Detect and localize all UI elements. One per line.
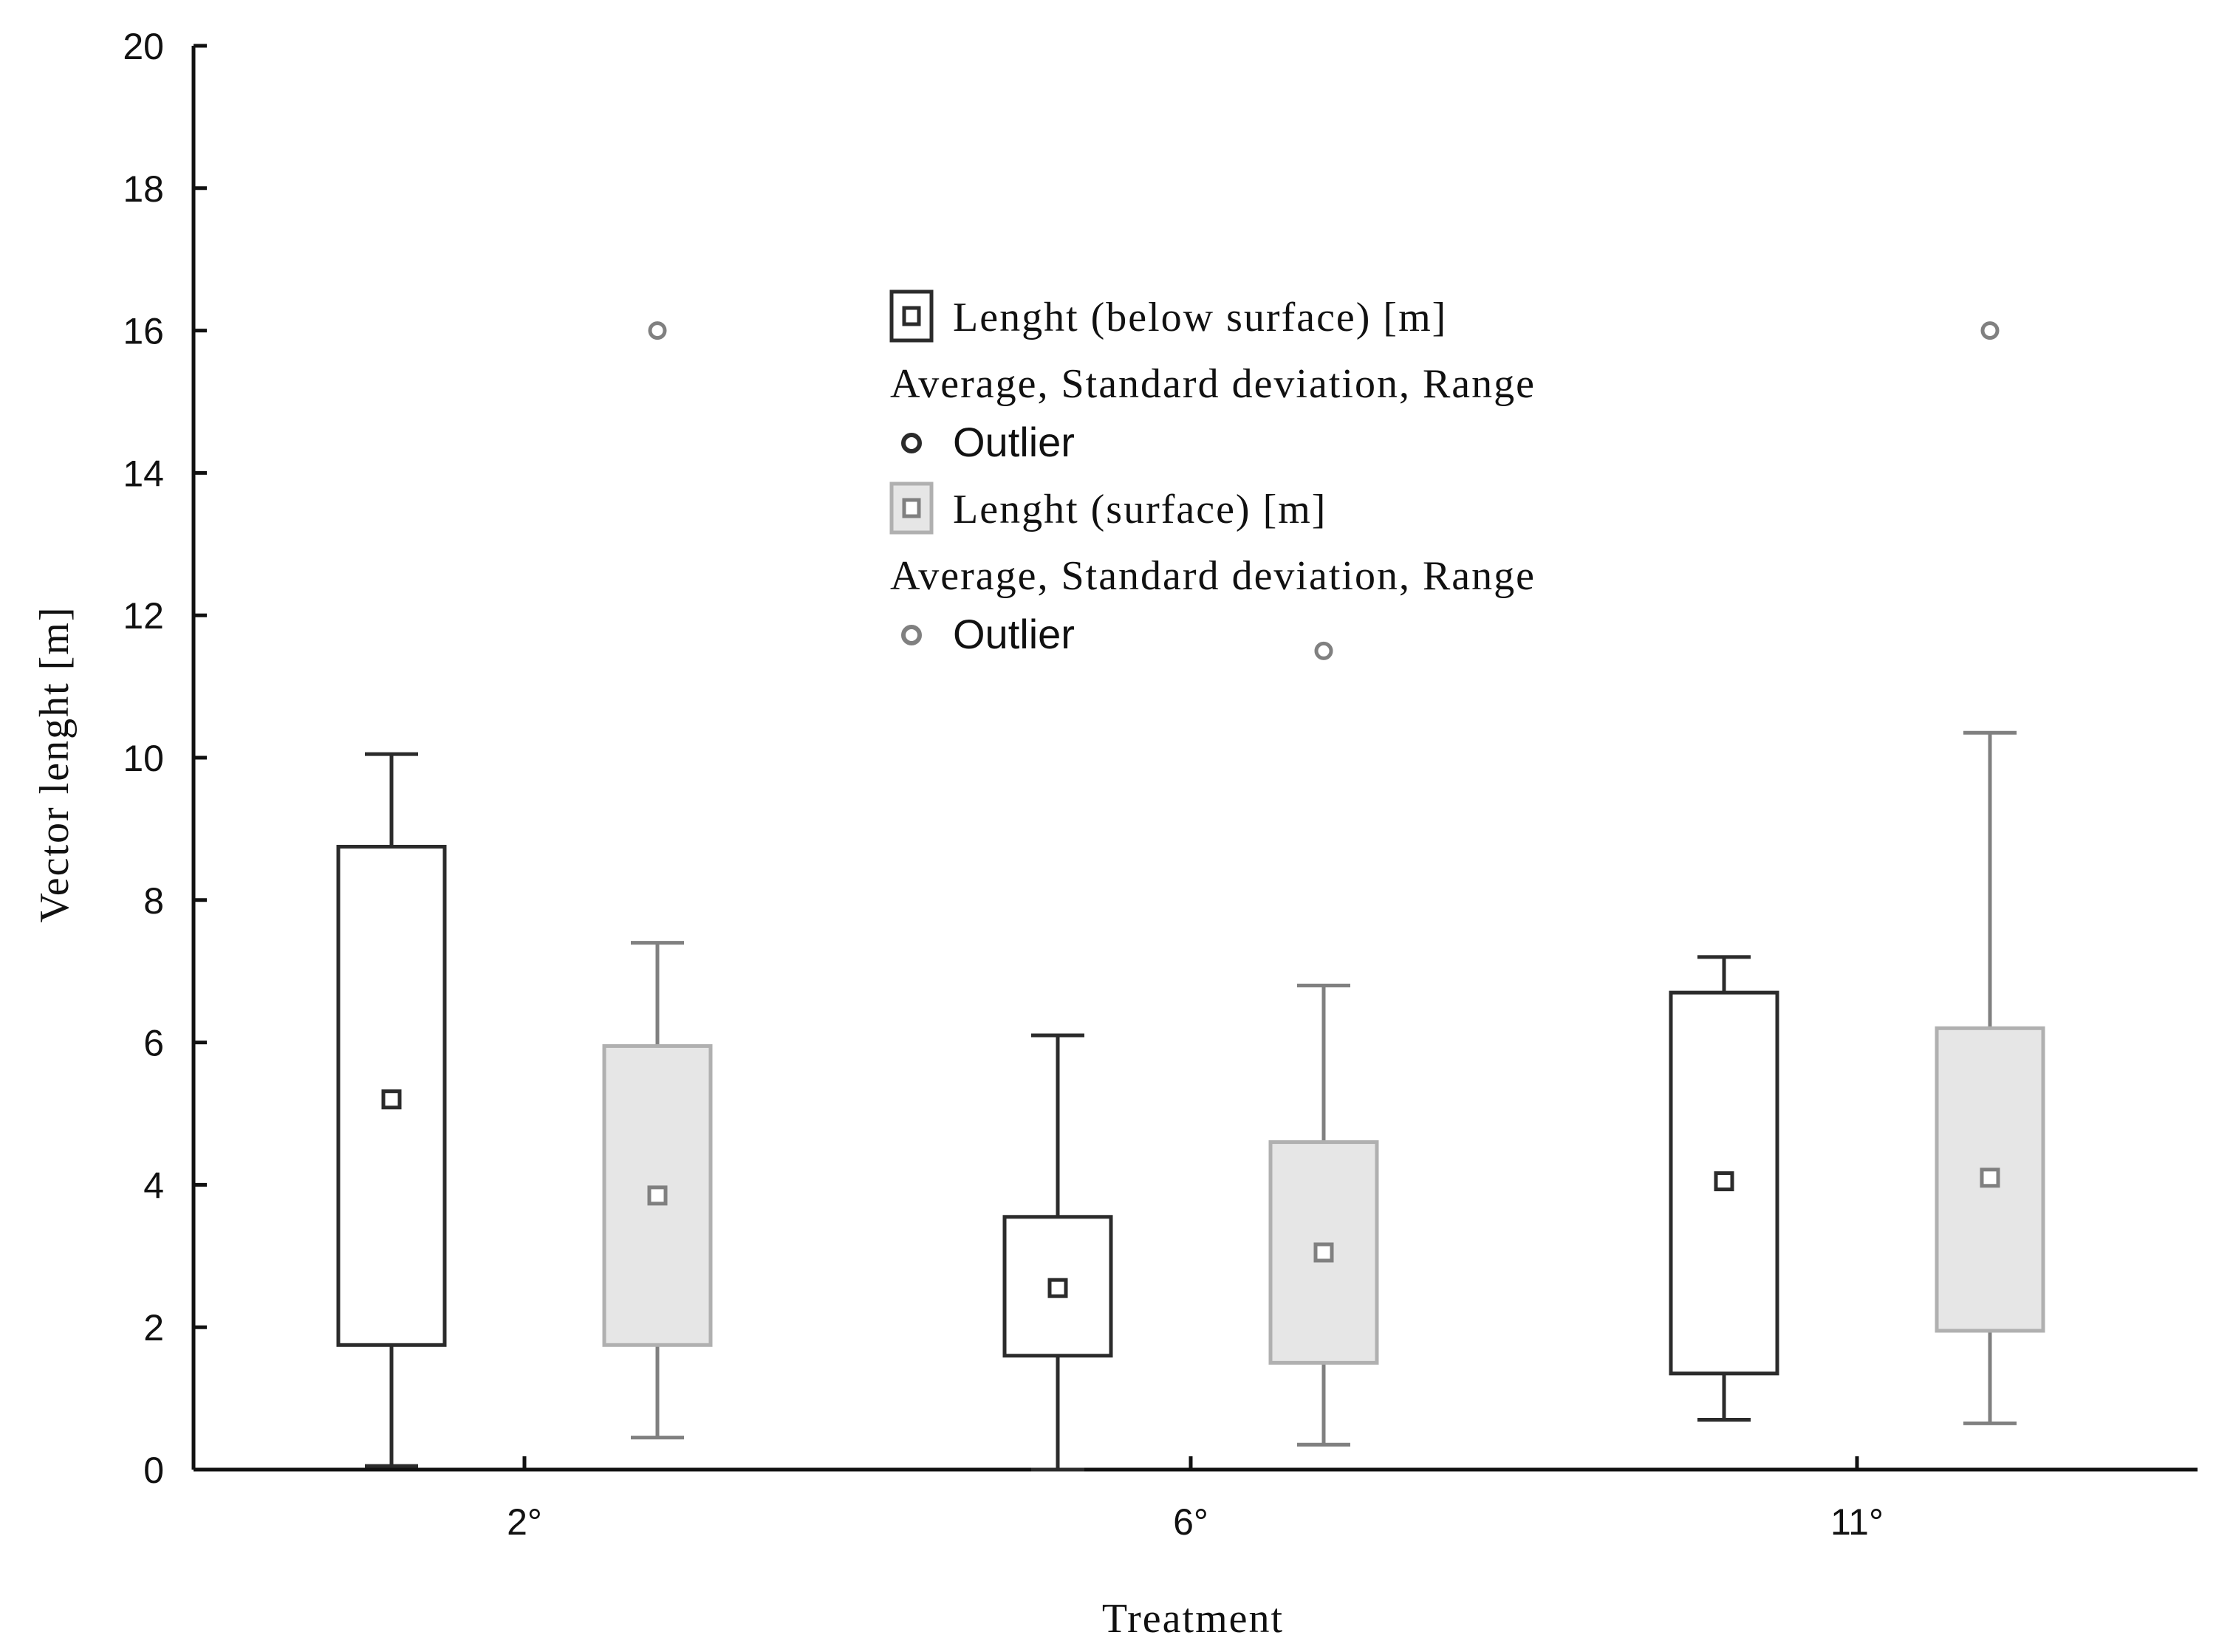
box-surface-0 — [602, 321, 713, 1440]
x-tick-label: 2° — [507, 1501, 542, 1543]
y-tick-label: 10 — [123, 738, 164, 779]
axes: 0 2 4 6 8 10 12 14 16 18 20 2° 6° 11° — [123, 26, 2198, 1543]
outlier-point — [648, 321, 667, 340]
mean-marker — [381, 1089, 402, 1110]
legend-outlier-label-below-surface: Outlier — [953, 419, 1075, 465]
y-tick-label: 0 — [143, 1450, 164, 1491]
legend-outlier-below-surface — [901, 433, 922, 453]
legend-stats-below-surface: Average, Standard deviation, Range — [890, 361, 1536, 407]
x-tick-label: 6° — [1173, 1501, 1208, 1543]
y-tick-label: 2 — [143, 1307, 164, 1348]
y-tick-label: 14 — [123, 453, 164, 494]
mean-marker — [1714, 1171, 1734, 1192]
y-tick-label: 12 — [123, 595, 164, 637]
legend-label-surface: Lenght (surface) [m] — [953, 487, 1327, 532]
y-axis-title: Vector lenght [m] — [32, 606, 78, 923]
y-tick-label: 4 — [143, 1165, 164, 1206]
y-tick-label: 16 — [123, 311, 164, 352]
mean-marker — [1313, 1242, 1334, 1263]
box-surface-2 — [1935, 321, 2045, 1425]
x-axis-title: Treatment — [1102, 1596, 1284, 1642]
mean-marker — [1047, 1278, 1068, 1298]
outlier-point — [1314, 641, 1333, 660]
y-tick-label: 6 — [143, 1023, 164, 1064]
legend-mean-below-surface — [902, 306, 921, 326]
box-below-surface-1 — [1002, 1033, 1113, 1472]
legend-mean-surface — [902, 498, 921, 518]
box-below-surface-2 — [1669, 955, 1779, 1422]
legend-stats-surface: Average, Standard deviation, Range — [890, 553, 1536, 599]
legend-label-below-surface: Lenght (below surface) [m] — [953, 295, 1447, 340]
box-below-surface-0 — [336, 752, 447, 1468]
mean-marker — [647, 1185, 668, 1206]
legend-outlier-surface — [901, 625, 922, 645]
x-tick-label: 11° — [1830, 1501, 1884, 1543]
box-surface-1 — [1268, 641, 1379, 1447]
box-plot-series — [336, 321, 2045, 1472]
y-tick-label: 8 — [143, 880, 164, 922]
legend: Lenght (below surface) [m] Average, Stand… — [889, 289, 1536, 657]
y-tick-label: 20 — [123, 26, 164, 67]
outlier-point — [1980, 321, 2000, 340]
mean-marker — [1980, 1168, 2000, 1188]
legend-outlier-label-surface: Outlier — [953, 611, 1075, 657]
y-tick-label: 18 — [123, 168, 164, 210]
